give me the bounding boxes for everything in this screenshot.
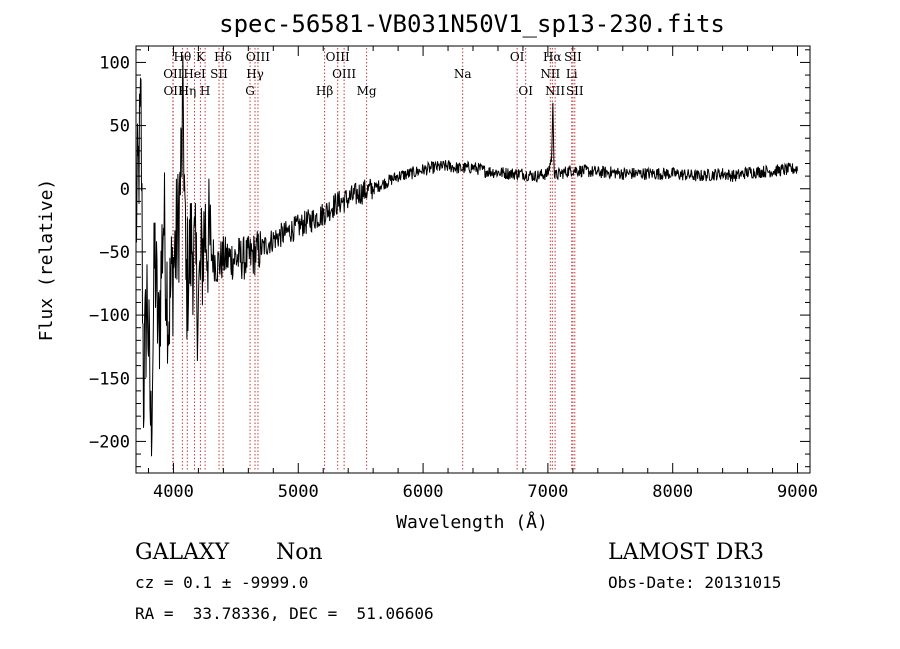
y-axis-label: Flux (relative) [36, 179, 57, 342]
x-tick-label: 6000 [403, 482, 444, 502]
spectral-line-label: Li [566, 67, 578, 81]
spectral-line-label: OIII [332, 67, 356, 81]
y-tick-label: −50 [99, 243, 130, 263]
y-tick-label: −150 [89, 369, 130, 389]
spectral-line-label: OI [510, 50, 525, 64]
spectral-line-label: OIII [326, 50, 350, 64]
spectral-line-label: SII [566, 84, 584, 98]
spectral-line-label: NII [545, 84, 565, 98]
spectral-line-label: OII [163, 84, 183, 98]
spectral-line-label: Mg [357, 84, 377, 98]
spectral-line-label: OII [163, 67, 183, 81]
spectral-line-label: Hθ [174, 50, 192, 64]
spectral-line-label: Hβ [316, 84, 333, 98]
x-tick-label: 8000 [652, 482, 693, 502]
radec-coordinates: RA = 33.78336, DEC = 51.06606 [135, 604, 434, 623]
y-tick-label: −200 [89, 432, 130, 452]
cz-value: cz = 0.1 ± -9999.0 [135, 573, 308, 592]
x-tick-label: 7000 [527, 482, 568, 502]
y-tick-label: −100 [89, 306, 130, 326]
x-axis-ticks: 4000 5000 6000 7000 8000 9000 [147, 46, 818, 502]
spectrum-line [135, 55, 798, 457]
x-tick-label: 5000 [278, 482, 319, 502]
spectral-line-label: SII [564, 50, 582, 64]
x-tick-label: 9000 [777, 482, 818, 502]
spectral-line-label: G [245, 84, 255, 98]
spectral-line-label: Hη [178, 84, 196, 98]
object-class: GALAXY [135, 540, 230, 565]
survey-name: LAMOST DR3 [608, 540, 764, 565]
spectral-line-label: Hγ [246, 67, 264, 81]
spectral-line-label: Hδ [214, 50, 232, 64]
y-axis-ticks: −200 −150 −100 −50 0 50 100 [89, 49, 810, 468]
spectral-line-label: SII [210, 67, 228, 81]
spectral-line-label: H [200, 84, 210, 98]
obs-date: Obs-Date: 20131015 [608, 573, 781, 592]
x-axis-label: Wavelength (Å) [396, 511, 548, 533]
y-tick-label: 0 [120, 180, 130, 200]
y-tick-label: 50 [110, 117, 130, 137]
spectral-line-label: NII [540, 67, 560, 81]
chart-title: spec-56581-VB031N50V1_sp13-230.fits [219, 10, 725, 38]
spectral-line-label: K [196, 50, 206, 64]
spectral-line-label: HeI [183, 67, 206, 81]
x-tick-label: 4000 [153, 482, 194, 502]
y-tick-label: 100 [99, 53, 130, 73]
spectral-line-label: OI [518, 84, 533, 98]
spectral-line-label: Na [454, 67, 472, 81]
spectral-line-label: Hα [543, 50, 562, 64]
object-subclass: Non [276, 540, 323, 565]
spectral-line-label: OIII [246, 50, 270, 64]
